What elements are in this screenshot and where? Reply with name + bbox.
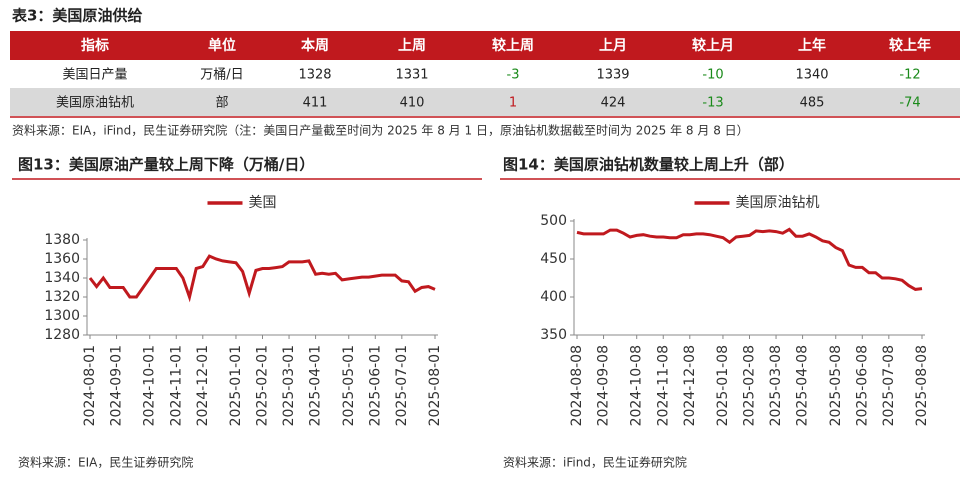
x-tick-label: 2025-04-01 — [308, 345, 324, 426]
x-tick-label: 2025-01-08 — [715, 345, 731, 426]
x-tick-label: 2024-11-08 — [655, 345, 671, 426]
x-tick-label: 2025-05-08 — [828, 345, 844, 426]
table-cell: 1339 — [596, 68, 629, 83]
table-header-bg — [10, 31, 960, 60]
x-tick-label: 2025-02-01 — [255, 345, 271, 426]
x-tick-label: 2025-08-08 — [914, 345, 930, 426]
table-header-cell: 指标 — [81, 37, 109, 54]
table-cell: 410 — [400, 96, 425, 111]
legend-label: 美国 — [249, 195, 277, 211]
table-header-cell: 较上周 — [492, 37, 534, 54]
table-header-cell: 上年 — [798, 37, 826, 54]
y-tick-label: 1360 — [44, 251, 80, 267]
x-tick-label: 2024-09-08 — [596, 345, 612, 426]
x-tick-label: 2025-07-08 — [881, 345, 897, 426]
line-series — [576, 227, 923, 291]
x-tick-label: 2025-08-01 — [427, 345, 443, 426]
table-header-cell: 单位 — [208, 37, 236, 54]
table-header-cell: 较上年 — [889, 37, 931, 54]
table-cell: 1340 — [795, 68, 828, 83]
y-tick-label: 450 — [540, 251, 567, 267]
table-note: 资料来源：EIA，iFind，民生证券研究院（注：美国日产量截至时间为 2025… — [12, 123, 749, 138]
table-cell: 部 — [215, 96, 228, 111]
table-cell: 485 — [800, 96, 825, 111]
table-cell: -13 — [702, 96, 723, 111]
table-header-cell: 较上月 — [692, 37, 734, 54]
table-cell: -12 — [899, 68, 920, 83]
x-tick-label: 2024-11-01 — [168, 345, 184, 426]
x-tick-label: 2025-04-08 — [795, 345, 811, 426]
line-series — [88, 254, 436, 303]
table-cell: 1 — [509, 96, 517, 111]
table-cell: 424 — [601, 96, 626, 111]
y-tick-label: 350 — [540, 327, 567, 343]
chart-title: 图13：美国原油产量较上周下降（万桶/日） — [18, 156, 314, 174]
chart-title: 图14：美国原油钻机数量较上周上升（部） — [503, 156, 794, 174]
x-tick-label: 2025-07-01 — [394, 345, 410, 426]
x-tick-label: 2024-10-01 — [142, 345, 158, 426]
x-tick-label: 2024-10-08 — [629, 345, 645, 426]
x-tick-label: 2025-06-01 — [367, 345, 383, 426]
table-header-cell: 本周 — [301, 37, 329, 54]
x-tick-label: 2025-03-08 — [768, 345, 784, 426]
table-row-bg — [10, 88, 960, 116]
y-tick-label: 1280 — [44, 327, 80, 343]
table-header-cell: 上周 — [398, 38, 426, 54]
legend-label: 美国原油钻机 — [736, 195, 820, 211]
table-cell: 1328 — [298, 68, 331, 83]
x-tick-label: 2025-05-01 — [341, 345, 357, 426]
table-cell: 美国原油钻机 — [56, 96, 134, 111]
y-tick-label: 500 — [540, 213, 567, 229]
table-cell: 411 — [303, 96, 328, 111]
table-cell: 1331 — [395, 68, 428, 83]
y-tick-label: 1340 — [44, 270, 80, 286]
table-cell: 万桶/日 — [200, 68, 243, 83]
y-tick-label: 1300 — [44, 308, 80, 324]
y-tick-label: 1380 — [44, 232, 80, 248]
table-cell: -10 — [702, 68, 723, 83]
x-tick-label: 2024-09-01 — [109, 345, 125, 426]
x-tick-label: 2024-08-08 — [569, 345, 585, 426]
x-tick-label: 2024-12-01 — [195, 345, 211, 426]
y-tick-label: 1320 — [44, 289, 80, 305]
x-tick-label: 2025-03-01 — [281, 345, 297, 426]
table-cell: -74 — [899, 96, 920, 111]
x-tick-label: 2024-08-01 — [82, 345, 98, 426]
y-tick-label: 400 — [540, 289, 567, 305]
table-title: 表3：美国原油供给 — [12, 7, 142, 25]
table-cell: -3 — [507, 68, 520, 83]
x-tick-label: 2025-01-01 — [228, 345, 244, 426]
chart-source: 资料来源：iFind，民生证券研究院 — [503, 455, 687, 470]
x-tick-label: 2024-12-08 — [682, 345, 698, 426]
x-tick-label: 2025-02-08 — [742, 345, 758, 426]
x-tick-label: 2025-06-08 — [854, 345, 870, 426]
chart-source: 资料来源：EIA，民生证券研究院 — [18, 455, 193, 470]
table-header-cell: 上月 — [599, 38, 627, 54]
table-cell: 美国日产量 — [62, 68, 127, 83]
